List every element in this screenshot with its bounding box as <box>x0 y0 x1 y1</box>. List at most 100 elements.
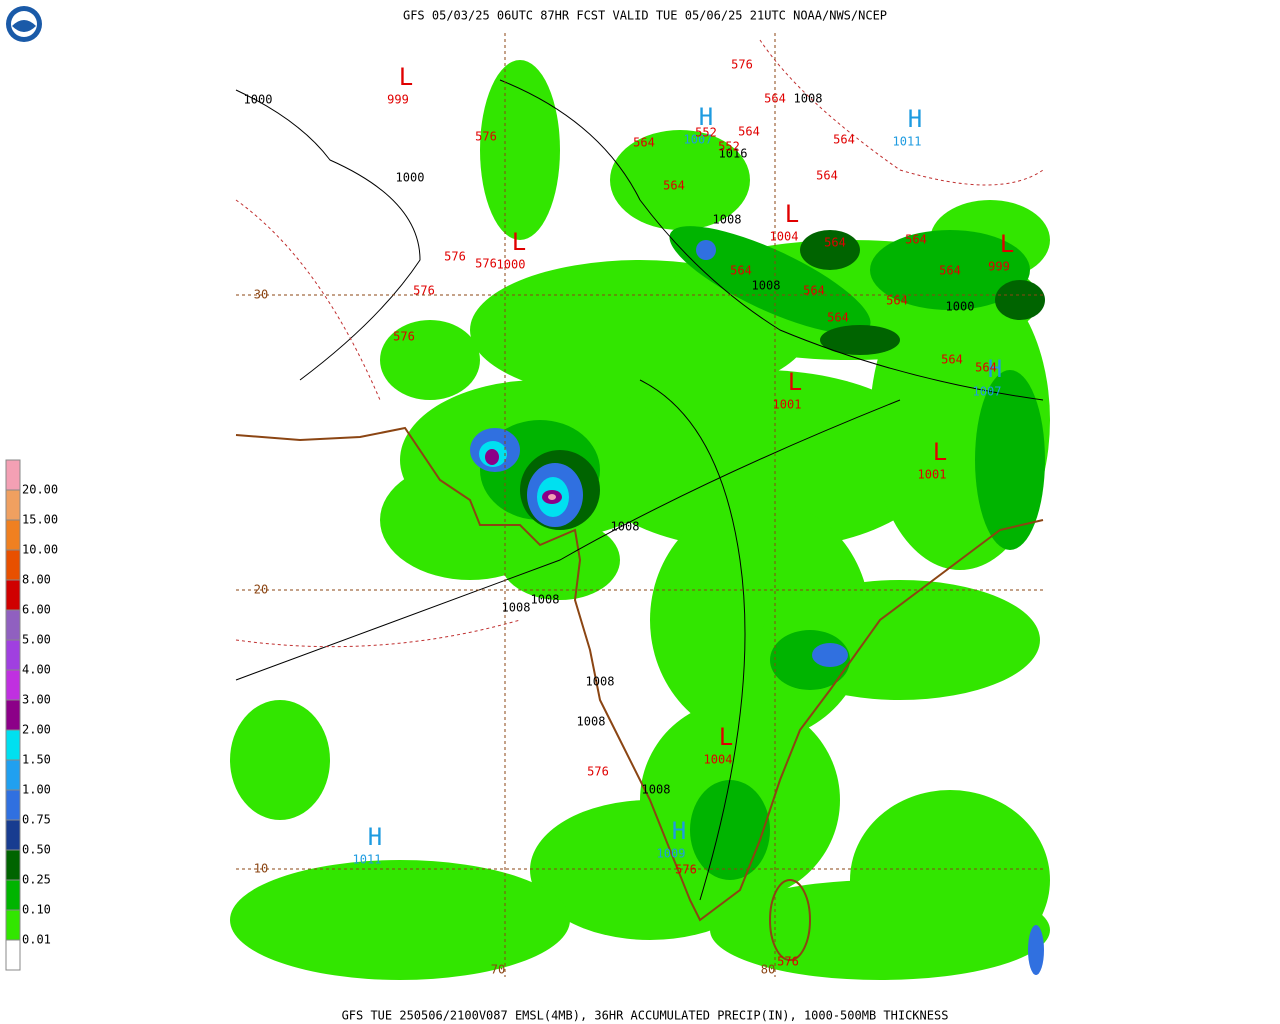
legend-swatch <box>5 729 21 761</box>
thickness-label: 564 <box>764 92 786 106</box>
thickness-label: 564 <box>633 136 655 150</box>
thickness-label: 576 <box>731 58 753 72</box>
legend-swatch <box>5 849 21 881</box>
center-value: 1011 <box>893 135 922 149</box>
legend-swatch <box>5 519 21 551</box>
legend: 20.00 15.00 10.00 8.00 6.00 5.00 4.00 3.00 2.00 1… <box>5 459 58 971</box>
thickness-label: 576 <box>475 257 497 271</box>
legend-swatch <box>5 489 21 521</box>
thickness-label: 552 <box>695 126 717 140</box>
legend-swatch <box>5 939 21 971</box>
precip-field <box>230 33 1050 980</box>
thickness-label: 576 <box>413 284 435 298</box>
center-symbol: H <box>988 355 1002 383</box>
legend-label: 1.50 <box>22 753 51 767</box>
center-value: 1000 <box>497 258 526 272</box>
thickness-label: 576 <box>587 765 609 779</box>
legend-label: 0.50 <box>22 843 51 857</box>
isobar-label: 1000 <box>946 300 975 314</box>
center-symbol: H <box>699 103 713 131</box>
center-symbol: H <box>672 817 686 845</box>
lon-label: 70 <box>491 963 505 977</box>
thickness-label: 576 <box>777 955 799 969</box>
lat-label: 30 <box>254 288 268 302</box>
pressure-centers: L 999 L 1000 H 1011 H 1007 L 1004 L 999 L 1001 L 1001 L 1… <box>353 63 1015 867</box>
thickness-label: 564 <box>738 125 760 139</box>
isobar-label: 1008 <box>642 783 671 797</box>
legend-label: 15.00 <box>22 513 58 527</box>
center-symbol: L <box>512 228 526 256</box>
thickness-label: 564 <box>816 169 838 183</box>
footer-text: GFS TUE 250506/2100V087 EMSL(4MB), 36HR … <box>342 1009 949 1023</box>
legend-label: 0.10 <box>22 903 51 917</box>
thickness-label: 564 <box>975 361 997 375</box>
thickness-label: 564 <box>827 311 849 325</box>
thickness-label: 564 <box>941 353 963 367</box>
thickness-label: 564 <box>803 284 825 298</box>
thickness-label: 564 <box>730 264 752 278</box>
center-value: 999 <box>988 260 1010 274</box>
isobar-label: 1000 <box>396 171 425 185</box>
legend-label: 2.00 <box>22 723 51 737</box>
thickness-label: 564 <box>663 179 685 193</box>
thickness-label: 576 <box>675 863 697 877</box>
isobar-label: 1008 <box>531 593 560 607</box>
legend-label: 5.00 <box>22 633 51 647</box>
thickness-label: 564 <box>886 294 908 308</box>
center-value: 1004 <box>770 230 799 244</box>
legend-swatch <box>5 459 21 491</box>
isobar-label: 1000 <box>244 93 273 107</box>
map-lines <box>235 33 1044 977</box>
thickness-label: 576 <box>444 250 466 264</box>
legend-swatch <box>5 819 21 851</box>
isobar-label: 1008 <box>752 279 781 293</box>
legend-label: 0.01 <box>22 933 51 947</box>
center-symbol: H <box>368 823 382 851</box>
legend-swatch <box>5 549 21 581</box>
thickness-label: 564 <box>824 236 846 250</box>
center-value: 1007 <box>684 133 713 147</box>
thickness-label: 576 <box>475 130 497 144</box>
center-value: 1009 <box>657 847 686 861</box>
grid-labels: 30 20 10 70 80 <box>254 288 775 977</box>
legend-swatch <box>5 639 21 671</box>
isobar-label: 1008 <box>577 715 606 729</box>
isobar-label: 1008 <box>502 601 531 615</box>
center-symbol: H <box>908 105 922 133</box>
center-value: 1011 <box>353 853 382 867</box>
thickness-label: 564 <box>833 133 855 147</box>
lat-label: 20 <box>254 583 268 597</box>
center-symbol: L <box>933 438 947 466</box>
thickness-label: 564 <box>905 233 927 247</box>
isobar-label: 1008 <box>713 213 742 227</box>
center-value: 999 <box>387 93 409 107</box>
legend-swatch <box>5 759 21 791</box>
center-value: 1007 <box>973 385 1002 399</box>
isobar-label: 1016 <box>719 147 748 161</box>
legend-swatch <box>5 699 21 731</box>
center-symbol: L <box>1000 230 1014 258</box>
legend-label: 8.00 <box>22 573 51 587</box>
legend-label: 20.00 <box>22 483 58 497</box>
center-value: 1001 <box>773 398 802 412</box>
lat-label: 10 <box>254 862 268 876</box>
legend-label: 4.00 <box>22 663 51 677</box>
thickness-label: 552 <box>718 140 740 154</box>
isobar-label: 1008 <box>586 675 615 689</box>
legend-swatch <box>5 609 21 641</box>
center-symbol: L <box>719 723 733 751</box>
isobar-labels: 1000 100810161000100810081000100810081008… <box>244 92 975 797</box>
legend-swatch <box>5 879 21 911</box>
isobar-label: 1008 <box>611 520 640 534</box>
noaa-logo <box>6 6 42 42</box>
legend-label: 1.00 <box>22 783 51 797</box>
center-value: 1004 <box>704 753 733 767</box>
legend-swatch <box>5 579 21 611</box>
legend-label: 3.00 <box>22 693 51 707</box>
legend-label: 6.00 <box>22 603 51 617</box>
thickness-label: 564 <box>939 264 961 278</box>
legend-swatch <box>5 669 21 701</box>
legend-swatch <box>5 909 21 941</box>
